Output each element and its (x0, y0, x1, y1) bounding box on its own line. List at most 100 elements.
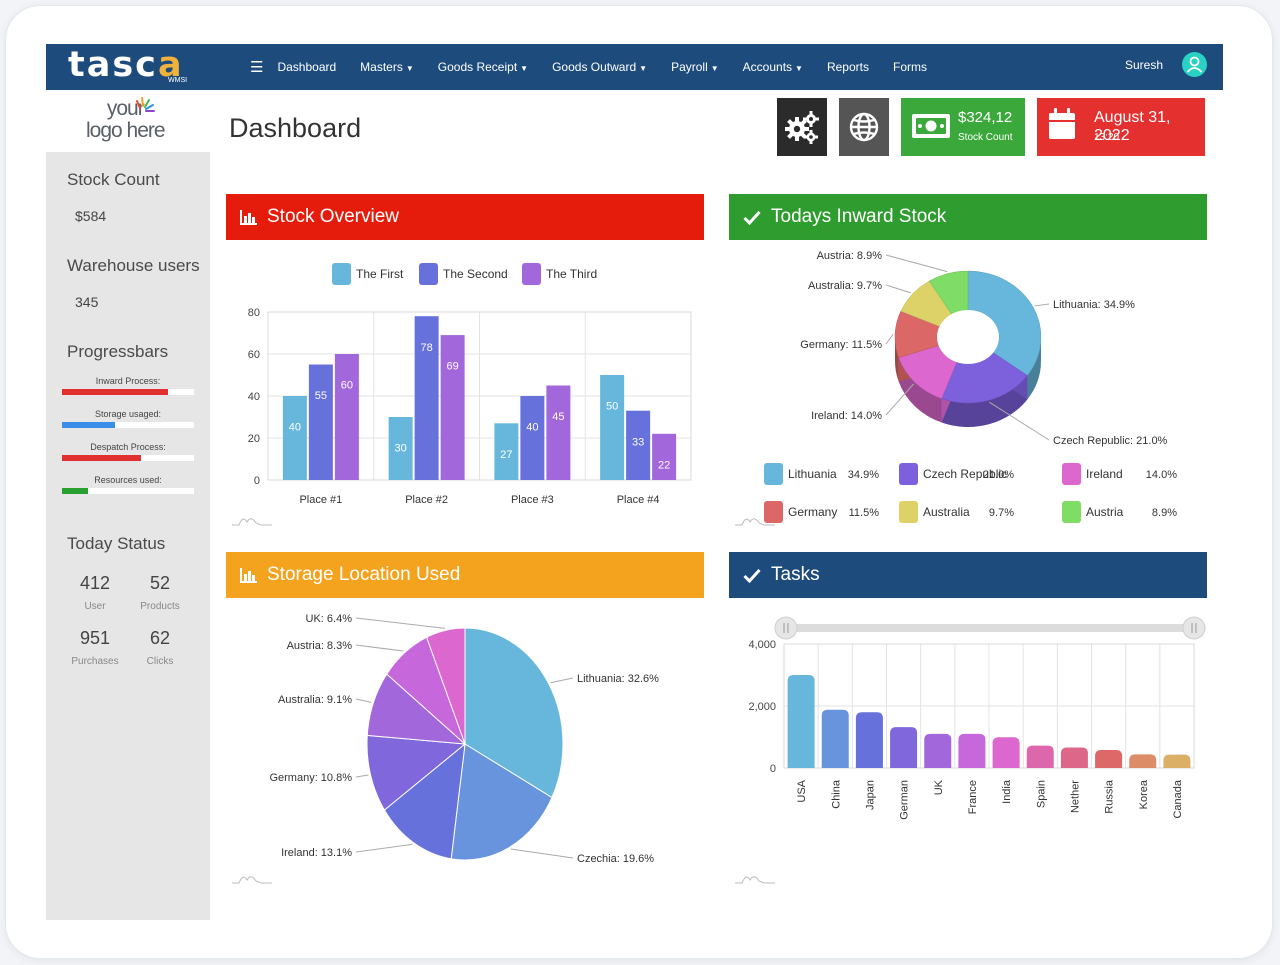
legend-item-australia[interactable]: Australia 9.7% (899, 501, 1014, 523)
legend-item-lithuania[interactable]: Lithuania 34.9% (764, 463, 879, 485)
x-tick-label: India (1001, 779, 1013, 804)
bar-nether[interactable] (1060, 747, 1088, 768)
callout-line (885, 284, 912, 294)
bar-value-label: 69 (447, 361, 459, 373)
brand-logo[interactable]: tasca WMSI (46, 44, 210, 90)
globe-icon (849, 112, 879, 142)
legend-item-germany[interactable]: Germany 11.5% (764, 501, 879, 523)
chart-credit-icon (735, 876, 775, 884)
user-name[interactable]: Suresh (1124, 58, 1163, 72)
nav-item-payroll[interactable]: Payroll ▼ (671, 60, 719, 74)
nav-item-forms[interactable]: Forms (893, 60, 927, 74)
pie-slice-ireland[interactable] (383, 742, 466, 860)
bar-the-second[interactable] (308, 364, 333, 481)
bar-chart-icon (240, 567, 257, 583)
bar-korea[interactable] (1129, 754, 1157, 768)
storage-location-title: Storage Location Used (267, 564, 461, 585)
legend-label: The Second (443, 267, 508, 281)
settings-tile[interactable] (777, 98, 827, 156)
y-tick-label: 0 (770, 763, 776, 775)
bar-chart-icon (240, 209, 257, 225)
pie-slice-lithuania[interactable] (464, 627, 564, 799)
bar-france[interactable] (958, 733, 986, 768)
bar-uk[interactable] (924, 733, 952, 768)
callout-line (989, 401, 1050, 441)
nav-item-label: Reports (826, 60, 869, 74)
pie-slice-germany[interactable] (366, 734, 467, 811)
user-icon (1186, 56, 1203, 73)
legend-label: The First (356, 267, 404, 281)
legend-item-austria[interactable]: Austria 8.9% (1062, 501, 1177, 523)
scrollbar-grip[interactable] (774, 616, 798, 640)
legend-label: Lithuania (788, 467, 837, 481)
nav-item-goods-outward[interactable]: Goods Outward ▼ (552, 60, 647, 74)
bar-japan[interactable] (855, 712, 883, 768)
bar-the-first[interactable] (388, 417, 413, 480)
bar-the-first[interactable] (282, 396, 307, 480)
bar-usa[interactable] (787, 675, 815, 768)
bar-spain[interactable] (1026, 745, 1054, 768)
x-tick-label: German (899, 780, 911, 820)
bar-the-first[interactable] (600, 375, 625, 480)
nav-item-goods-receipt[interactable]: Goods Receipt ▼ (438, 60, 528, 74)
bar-india[interactable] (992, 737, 1020, 768)
menu-toggle-icon[interactable]: ☰ (250, 59, 264, 76)
pie-slice-czechia[interactable] (450, 743, 553, 861)
user-avatar[interactable] (1182, 52, 1207, 77)
callout-line (1034, 303, 1050, 307)
nav-item-dashboard[interactable]: Dashboard (277, 60, 336, 74)
bar-the-second[interactable] (626, 410, 651, 480)
slice-label: Australia: 9.7% (808, 280, 882, 292)
x-tick-label: Spain (1035, 780, 1047, 808)
progress-label: Inward Process: (95, 376, 161, 386)
check-icon (743, 568, 761, 583)
legend-item-the-third[interactable]: The Third (522, 263, 597, 285)
bar-the-third[interactable] (440, 335, 465, 480)
bar-the-second[interactable] (520, 396, 545, 480)
chart-scrollbar[interactable] (774, 616, 1206, 640)
progress-fill (62, 422, 115, 428)
date-tile[interactable]: August 31, 2022 13:20 (1037, 98, 1205, 156)
status-clicks-label: Clicks (146, 656, 174, 667)
status-user-label: User (84, 601, 106, 612)
legend-value: 8.9% (1152, 507, 1177, 519)
nav-item-label: Goods Receipt (437, 60, 518, 74)
legend-marker (1062, 501, 1081, 523)
warehouse-users-value: 345 (75, 294, 99, 310)
legend-item-ireland[interactable]: Ireland 14.0% (1062, 463, 1177, 485)
language-tile[interactable] (839, 98, 889, 156)
stock-overview-chart: 0 20 40 60 80 40 55 60 Place #1 30 78 69 Place #2 27 4… (248, 263, 692, 506)
scrollbar-grip[interactable] (1182, 616, 1206, 640)
company-logo: your logo here (46, 90, 210, 152)
nav-item-reports[interactable]: Reports (827, 60, 869, 74)
x-tick-label: Russia (1104, 779, 1116, 814)
brand-name: tasca (68, 45, 184, 85)
bar-value-label: 30 (395, 443, 407, 455)
stock-count-tile[interactable]: $324,12 Stock Count (901, 98, 1025, 156)
bar-the-third[interactable] (652, 433, 677, 480)
bar-the-first[interactable] (494, 423, 519, 480)
bar-value-label: 22 (658, 459, 670, 471)
donut-side-czech-republic (941, 375, 1028, 427)
nav-item-label: Dashboard (277, 60, 337, 74)
bar-german[interactable] (890, 727, 918, 768)
nav-item-accounts[interactable]: Accounts ▼ (743, 60, 803, 74)
bar-the-third[interactable] (546, 385, 571, 481)
pie-slice-uk[interactable] (425, 627, 466, 745)
bar-the-second[interactable] (414, 316, 439, 480)
callout-line (355, 698, 372, 703)
bar-canada[interactable] (1163, 754, 1191, 768)
legend-item-the-first[interactable]: The First (332, 263, 404, 285)
plot-area (267, 311, 692, 481)
bar-the-third[interactable] (334, 354, 359, 480)
legend-item-the-second[interactable]: The Second (419, 263, 508, 285)
callout-line (885, 333, 894, 345)
bar-china[interactable] (821, 709, 849, 768)
nav-item-masters[interactable]: Masters ▼ (360, 60, 414, 74)
callout-line (355, 774, 369, 778)
bar-russia[interactable] (1095, 750, 1123, 768)
legend-marker (899, 463, 918, 485)
slice-label: Australia: 9.1% (278, 694, 352, 706)
bar-value-label: 45 (552, 411, 564, 423)
